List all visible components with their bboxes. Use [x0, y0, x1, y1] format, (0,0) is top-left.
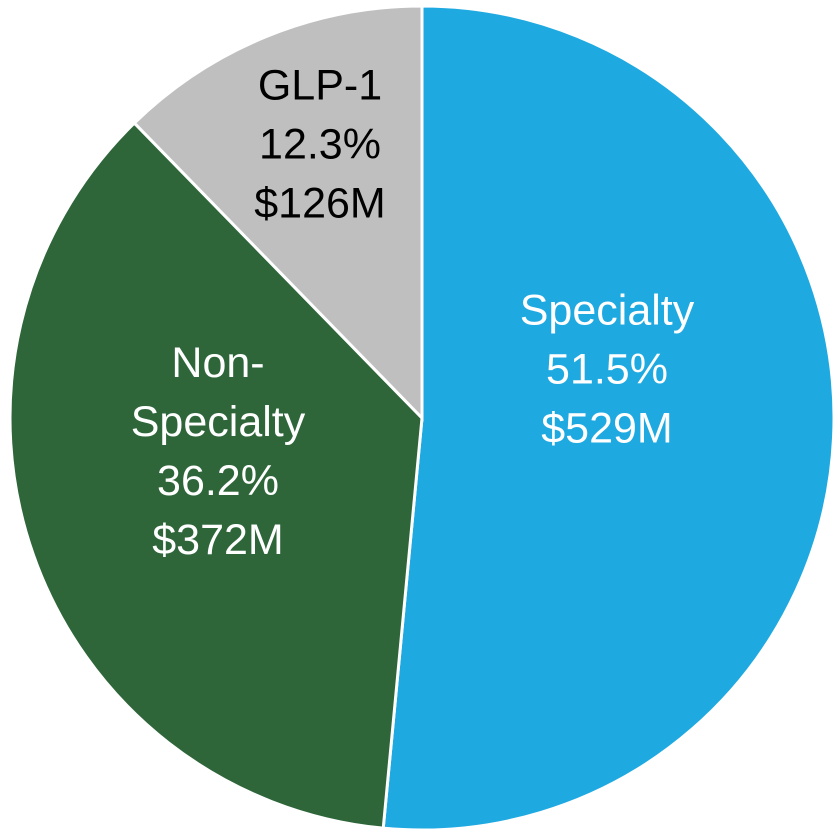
- amount-label: $372M: [152, 516, 284, 564]
- category-label: GLP-1: [257, 61, 383, 110]
- percent-label: 51.5%: [546, 345, 668, 394]
- percent-label: 36.2%: [157, 457, 279, 505]
- slice-label: Non-Specialty 36.2% $372M: [103, 334, 333, 570]
- category-label: Specialty: [519, 286, 695, 335]
- pie-slice: [132, 4, 424, 422]
- slice-label: GLP-1 12.3% $126M: [220, 57, 420, 234]
- amount-label: $529M: [541, 404, 673, 453]
- amount-label: $126M: [254, 179, 386, 228]
- slice-label: Specialty 51.5% $529M: [477, 282, 737, 459]
- category-label: Non-Specialty: [130, 339, 306, 446]
- pie-slice: [8, 120, 424, 830]
- pie-slice: [381, 4, 833, 831]
- percent-label: 12.3%: [259, 120, 381, 169]
